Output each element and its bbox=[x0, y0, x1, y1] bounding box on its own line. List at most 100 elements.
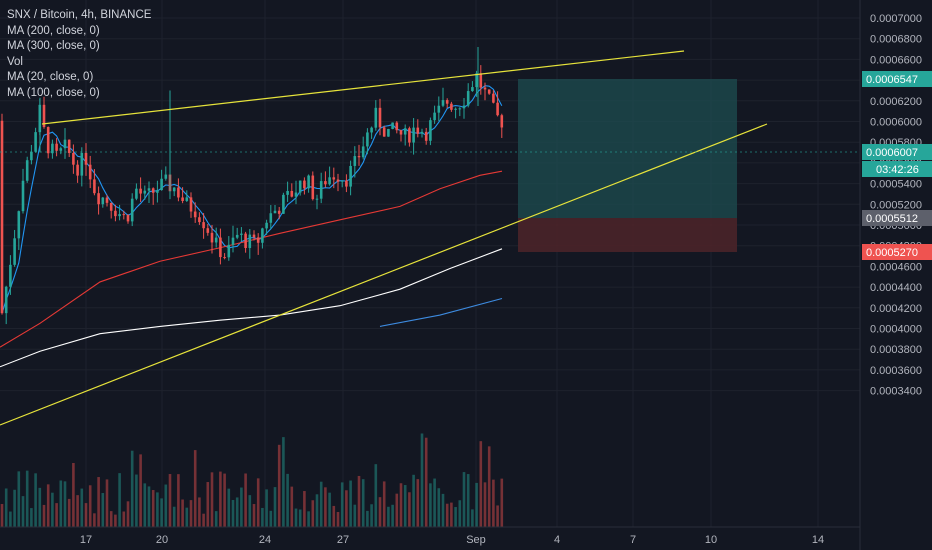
candle bbox=[147, 181, 151, 203]
volume-bar bbox=[361, 479, 365, 527]
target-zone bbox=[518, 79, 737, 218]
candle bbox=[277, 206, 281, 220]
candle bbox=[445, 98, 449, 109]
legend-ma20[interactable]: MA (20, close, 0) bbox=[7, 71, 94, 84]
volume-bar bbox=[429, 483, 432, 527]
volume-bar bbox=[160, 498, 163, 527]
volume-bar bbox=[13, 489, 16, 527]
volume-bar bbox=[46, 484, 50, 527]
volume-bar bbox=[193, 450, 197, 527]
candle bbox=[382, 125, 386, 137]
candle bbox=[395, 121, 399, 134]
candle bbox=[105, 194, 109, 207]
time-tick-label: 17 bbox=[80, 534, 92, 546]
candle bbox=[181, 187, 184, 204]
legend-ma100[interactable]: MA (100, close, 0) bbox=[7, 86, 100, 99]
volume-bar bbox=[223, 473, 226, 527]
candle bbox=[450, 101, 453, 112]
time-tick-label: 24 bbox=[259, 534, 271, 546]
volume-bar bbox=[277, 444, 281, 527]
volume-bar bbox=[88, 485, 92, 527]
candle bbox=[441, 87, 445, 108]
volume-bar bbox=[34, 473, 37, 527]
volume-bar bbox=[63, 481, 67, 527]
volume-bar bbox=[416, 479, 420, 527]
candle bbox=[294, 180, 298, 205]
price-tick-label: 0.0004000 bbox=[870, 324, 922, 336]
volume-bar bbox=[97, 477, 100, 527]
volume-bar bbox=[72, 462, 75, 527]
volume-bar bbox=[328, 492, 331, 527]
candle bbox=[282, 192, 285, 214]
candle bbox=[193, 202, 197, 223]
volume-bar bbox=[139, 454, 142, 527]
candle bbox=[420, 128, 424, 138]
price-tick-label: 0.0005400 bbox=[870, 179, 922, 191]
volume-bar bbox=[105, 479, 109, 527]
volume-bar bbox=[492, 479, 495, 527]
volume-bar bbox=[135, 474, 138, 527]
volume-bar bbox=[471, 509, 474, 527]
volume-bar bbox=[458, 500, 462, 527]
volume-bar bbox=[151, 490, 155, 527]
candle bbox=[17, 210, 21, 250]
price-tick-label: 0.0004400 bbox=[870, 282, 922, 294]
volume-bar bbox=[408, 492, 411, 527]
volume-bar bbox=[122, 511, 126, 527]
volume-bar bbox=[130, 450, 134, 527]
legend-ma200[interactable]: MA (200, close, 0) bbox=[7, 24, 100, 37]
volume-bar bbox=[273, 487, 277, 527]
volume-bar bbox=[437, 488, 441, 527]
volume-bar bbox=[336, 511, 340, 527]
volume-bar bbox=[109, 511, 113, 527]
volume-bar bbox=[483, 482, 487, 527]
volume-bar bbox=[441, 493, 445, 527]
candle bbox=[298, 180, 302, 196]
candle bbox=[374, 100, 378, 131]
candle bbox=[67, 139, 71, 158]
legend-ma300[interactable]: MA (300, close, 0) bbox=[7, 40, 100, 53]
candle bbox=[55, 138, 58, 157]
candle bbox=[475, 70, 478, 97]
svg-text:0.0005270: 0.0005270 bbox=[866, 247, 918, 259]
candle bbox=[261, 227, 264, 249]
time-tick-label: Sep bbox=[466, 534, 486, 546]
legend-vol[interactable]: Vol bbox=[7, 55, 23, 68]
candle bbox=[160, 169, 163, 191]
candle bbox=[429, 117, 432, 146]
volume-bar bbox=[30, 508, 33, 527]
volume-bar bbox=[206, 482, 210, 527]
candle bbox=[51, 139, 54, 159]
ma200-line bbox=[0, 248, 503, 368]
candle bbox=[353, 146, 357, 178]
candle bbox=[492, 90, 495, 104]
candle bbox=[357, 144, 361, 166]
candle bbox=[114, 204, 117, 222]
volume-bar bbox=[244, 473, 247, 527]
price-tick-label: 0.0004200 bbox=[870, 303, 922, 315]
legend-symbol[interactable]: SNX / Bitcoin, 4h, BINANCE bbox=[7, 9, 152, 21]
time-tick-label: 10 bbox=[705, 534, 717, 546]
candle bbox=[126, 214, 130, 224]
candle bbox=[189, 192, 193, 218]
candle bbox=[88, 155, 92, 189]
candle bbox=[370, 126, 373, 139]
candle bbox=[63, 128, 67, 159]
candle bbox=[273, 205, 277, 214]
time-tick-label: 27 bbox=[337, 534, 349, 546]
candle bbox=[248, 228, 252, 259]
volume-bar bbox=[286, 473, 289, 527]
volume-bar bbox=[231, 499, 235, 527]
volume-bar bbox=[93, 513, 96, 527]
volume-bar bbox=[4, 488, 8, 527]
volume-bar bbox=[294, 508, 298, 527]
candle bbox=[487, 89, 491, 95]
volume-bar bbox=[164, 484, 168, 527]
candle bbox=[290, 183, 294, 198]
candle bbox=[223, 253, 226, 260]
volume-bar bbox=[450, 502, 453, 527]
candle bbox=[403, 124, 407, 146]
candle bbox=[479, 65, 483, 95]
volume-bar bbox=[0, 504, 4, 527]
